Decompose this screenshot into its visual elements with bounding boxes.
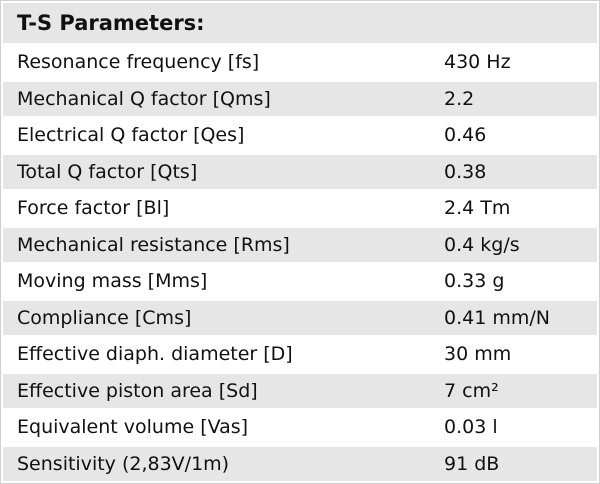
parameter-name: Equivalent volume [Vas]: [17, 416, 249, 439]
parameter-name: Electrical Q factor [Qes]: [17, 124, 245, 147]
parameter-name: Effective piston area [Sd]: [17, 379, 258, 402]
parameter-value: 0.38: [444, 160, 487, 183]
parameter-name: Mechanical resistance [Rms]: [17, 233, 290, 256]
parameter-name: Mechanical Q factor [Qms]: [17, 87, 271, 110]
parameter-name: Compliance [Cms]: [17, 306, 192, 329]
table-row: Mechanical Q factor [Qms] 2.2: [3, 81, 597, 116]
table-row: Mechanical resistance [Rms] 0.4 kg/s: [3, 227, 597, 262]
parameter-name: Resonance frequency [fs]: [17, 51, 260, 74]
table-row: Effective piston area [Sd] 7 cm²: [3, 373, 597, 408]
parameter-value: 30 mm: [444, 343, 512, 366]
table-row: Compliance [Cms] 0.41 mm/N: [3, 300, 597, 335]
parameter-value: 0.03 l: [444, 416, 498, 439]
table-row: Effective diaph. diameter [D] 30 mm: [3, 337, 597, 372]
parameter-value: 0.33 g: [444, 270, 505, 293]
parameter-value: 91 dB: [444, 452, 500, 475]
parameter-value: 0.46: [444, 124, 487, 147]
table-row: Moving mass [Mms] 0.33 g: [3, 264, 597, 299]
table-row: Sensitivity (2,83V/1m) 91 dB: [3, 446, 597, 481]
header-row: T-S Parameters:: [3, 3, 597, 43]
parameter-name: Total Q factor [Qts]: [17, 160, 198, 183]
table-row: Force factor [Bl] 2.4 Tm: [3, 191, 597, 226]
parameter-name: Effective diaph. diameter [D]: [17, 343, 293, 366]
table-row: Equivalent volume [Vas] 0.03 l: [3, 410, 597, 445]
parameter-value: 7 cm²: [444, 379, 499, 402]
table-title: T-S Parameters:: [17, 11, 205, 35]
parameter-value: 0.41 mm/N: [444, 306, 550, 329]
parameter-value: 2.2: [444, 87, 475, 110]
table-row: Resonance frequency [fs] 430 Hz: [3, 45, 597, 80]
parameter-name: Moving mass [Mms]: [17, 270, 208, 293]
table-row: Electrical Q factor [Qes] 0.46: [3, 118, 597, 153]
parameter-value: 0.4 kg/s: [444, 233, 520, 256]
parameter-name: Force factor [Bl]: [17, 197, 170, 220]
parameter-value: 430 Hz: [444, 51, 511, 74]
parameter-value: 2.4 Tm: [444, 197, 511, 220]
table-row: Total Q factor [Qts] 0.38: [3, 154, 597, 189]
parameter-name: Sensitivity (2,83V/1m): [17, 452, 230, 475]
